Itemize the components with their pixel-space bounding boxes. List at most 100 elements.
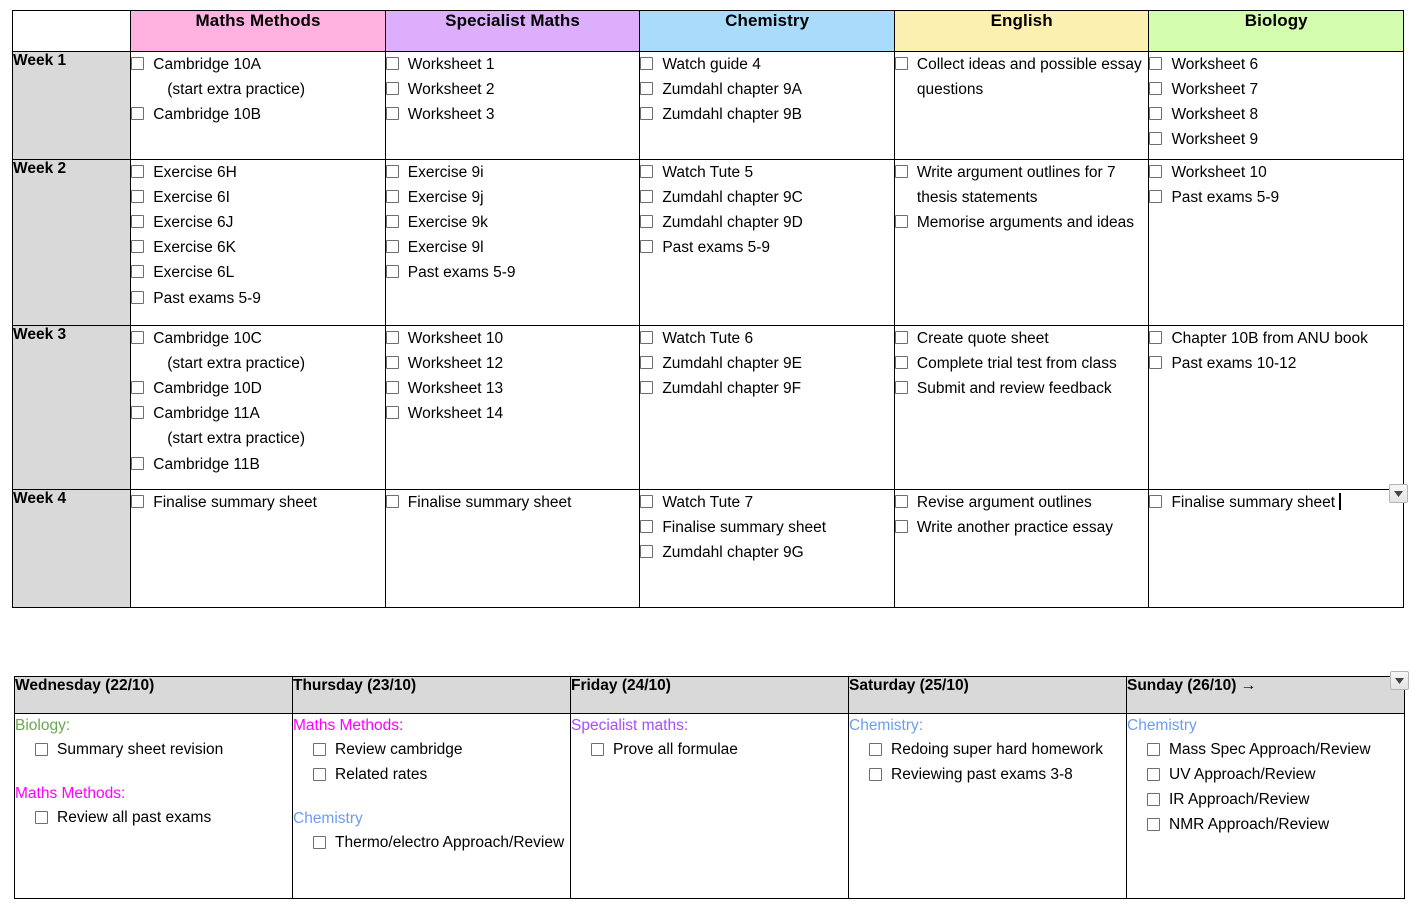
- task-item[interactable]: Zumdahl chapter 9B: [640, 102, 894, 127]
- task-item[interactable]: Cambridge 10D: [131, 376, 385, 401]
- task-checkbox[interactable]: [131, 57, 145, 70]
- task-item[interactable]: Prove all formulae: [591, 738, 848, 763]
- task-item[interactable]: Exercise 9i: [385, 160, 640, 185]
- task-checkbox[interactable]: [591, 743, 604, 757]
- task-checkbox[interactable]: [894, 331, 908, 344]
- chevron-down-icon[interactable]: [1390, 671, 1409, 690]
- task-item[interactable]: Past exams 10-12: [1149, 351, 1403, 376]
- task-checkbox[interactable]: [313, 768, 326, 782]
- task-checkbox[interactable]: [385, 381, 399, 395]
- task-checkbox[interactable]: [35, 811, 48, 825]
- task-item[interactable]: Zumdahl chapter 9G: [640, 540, 894, 565]
- planner-task-cell[interactable]: Worksheet 1 Worksheet 2 Worksheet 3: [384, 51, 641, 160]
- task-checkbox[interactable]: [131, 215, 145, 229]
- planner-task-cell[interactable]: Finalise summary sheet: [384, 489, 641, 608]
- task-checkbox[interactable]: [640, 215, 654, 229]
- task-checkbox[interactable]: [385, 165, 399, 178]
- task-item[interactable]: Review all past exams: [35, 806, 292, 831]
- planner-task-cell[interactable]: Watch Tute 5 Zumdahl chapter 9C Zumdahl ch…: [639, 159, 895, 326]
- task-checkbox[interactable]: [1149, 82, 1163, 96]
- task-item[interactable]: Review cambridge: [313, 738, 570, 763]
- task-item[interactable]: Past exams 5-9: [640, 235, 894, 260]
- task-checkbox[interactable]: [1147, 817, 1160, 831]
- planner-task-cell[interactable]: Finalise summary sheet: [1148, 484, 1408, 608]
- planner-task-cell[interactable]: Write argument outlines for 7 thesis sta…: [893, 159, 1150, 326]
- task-checkbox[interactable]: [385, 107, 399, 121]
- task-checkbox[interactable]: [1149, 165, 1163, 178]
- task-item[interactable]: Cambridge 11A: [131, 401, 385, 426]
- task-item[interactable]: Worksheet 8: [1149, 102, 1403, 127]
- task-item[interactable]: Write another practice essay: [894, 515, 1149, 540]
- task-item[interactable]: Zumdahl chapter 9C: [640, 185, 894, 210]
- task-checkbox[interactable]: [385, 240, 399, 254]
- task-item[interactable]: Zumdahl chapter 9A: [640, 77, 894, 102]
- task-checkbox[interactable]: [313, 743, 326, 757]
- task-item[interactable]: Past exams 5-9: [131, 286, 385, 311]
- task-checkbox[interactable]: [1149, 190, 1163, 204]
- task-checkbox[interactable]: [385, 265, 399, 279]
- task-item[interactable]: NMR Approach/Review: [1147, 813, 1404, 838]
- task-item[interactable]: Memorise arguments and ideas: [894, 210, 1149, 235]
- task-checkbox[interactable]: [640, 57, 654, 70]
- task-checkbox[interactable]: [1147, 792, 1160, 806]
- planner-task-cell[interactable]: Collect ideas and possible essay questio…: [893, 51, 1150, 160]
- task-item[interactable]: Related rates: [313, 763, 570, 788]
- task-item[interactable]: Worksheet 1: [385, 52, 640, 77]
- task-item[interactable]: Create quote sheet: [894, 326, 1149, 351]
- task-item[interactable]: Revise argument outlines: [894, 490, 1149, 515]
- task-checkbox[interactable]: [894, 57, 908, 70]
- chevron-down-icon[interactable]: [1389, 484, 1408, 503]
- task-checkbox[interactable]: [894, 215, 908, 229]
- task-checkbox[interactable]: [131, 456, 145, 470]
- planner-task-cell[interactable]: Worksheet 10 Worksheet 12 Worksheet 13 Work…: [384, 325, 641, 490]
- task-checkbox[interactable]: [131, 240, 145, 254]
- task-item[interactable]: Exercise 6J: [131, 210, 385, 235]
- planner-task-cell[interactable]: Watch Tute 7 Finalise summary sheet Zumdah…: [639, 489, 895, 608]
- task-item[interactable]: Cambridge 10B: [131, 102, 385, 127]
- task-item[interactable]: Worksheet 13: [385, 376, 640, 401]
- task-item[interactable]: Finalise summary sheet: [640, 515, 894, 540]
- task-item[interactable]: Exercise 9j: [385, 185, 640, 210]
- day-task-cell[interactable]: Chemistry Mass Spec Approach/Review UV App…: [1126, 713, 1405, 899]
- planner-task-cell[interactable]: Cambridge 10A (start extra practice) Cambr…: [130, 51, 386, 160]
- task-checkbox[interactable]: [385, 406, 399, 420]
- task-item[interactable]: Finalise summary sheet: [385, 490, 640, 515]
- planner-task-cell[interactable]: Exercise 9i Exercise 9j Exercise 9k Exercis…: [384, 159, 641, 326]
- task-checkbox[interactable]: [131, 190, 145, 204]
- task-checkbox[interactable]: [1149, 132, 1163, 146]
- planner-task-cell[interactable]: Watch guide 4 Zumdahl chapter 9A Zumdahl c…: [639, 51, 895, 160]
- task-checkbox[interactable]: [131, 265, 145, 279]
- task-item[interactable]: Zumdahl chapter 9F: [640, 376, 894, 401]
- task-checkbox[interactable]: [131, 495, 145, 508]
- task-checkbox[interactable]: [869, 768, 882, 782]
- task-checkbox[interactable]: [131, 290, 145, 304]
- task-checkbox[interactable]: [313, 836, 326, 850]
- task-checkbox[interactable]: [894, 381, 908, 395]
- task-item[interactable]: Thermo/electro Approach/Review: [313, 831, 570, 856]
- task-item[interactable]: Past exams 5-9: [385, 260, 640, 285]
- task-checkbox[interactable]: [640, 381, 654, 395]
- task-checkbox[interactable]: [1149, 356, 1163, 370]
- task-item[interactable]: Complete trial test from class: [894, 351, 1149, 376]
- task-checkbox[interactable]: [385, 495, 399, 508]
- task-item[interactable]: Exercise 9l: [385, 235, 640, 260]
- task-checkbox[interactable]: [131, 107, 145, 121]
- task-checkbox[interactable]: [1149, 57, 1163, 70]
- task-item[interactable]: Cambridge 11B: [131, 452, 385, 477]
- task-item[interactable]: Exercise 6H: [131, 160, 385, 185]
- task-checkbox[interactable]: [131, 381, 145, 395]
- task-item[interactable]: Zumdahl chapter 9D: [640, 210, 894, 235]
- planner-task-cell[interactable]: Worksheet 6 Worksheet 7 Worksheet 8 Workshe…: [1148, 51, 1404, 160]
- planner-task-cell[interactable]: Exercise 6H Exercise 6I Exercise 6J Exercis…: [130, 159, 386, 326]
- task-checkbox[interactable]: [894, 165, 908, 178]
- task-item[interactable]: Submit and review feedback: [894, 376, 1149, 401]
- task-item[interactable]: IR Approach/Review: [1147, 788, 1404, 813]
- task-checkbox[interactable]: [640, 82, 654, 96]
- task-item[interactable]: Exercise 6K: [131, 235, 385, 260]
- planner-task-cell[interactable]: Finalise summary sheet: [130, 489, 386, 608]
- planner-task-cell[interactable]: Revise argument outlines Write another pr…: [893, 489, 1150, 608]
- planner-task-cell[interactable]: Chapter 10B from ANU book Past exams 10-1…: [1148, 325, 1404, 490]
- task-item[interactable]: Write argument outlines for 7 thesis sta…: [894, 160, 1149, 210]
- task-item[interactable]: Worksheet 10: [385, 326, 640, 351]
- task-checkbox[interactable]: [894, 495, 908, 508]
